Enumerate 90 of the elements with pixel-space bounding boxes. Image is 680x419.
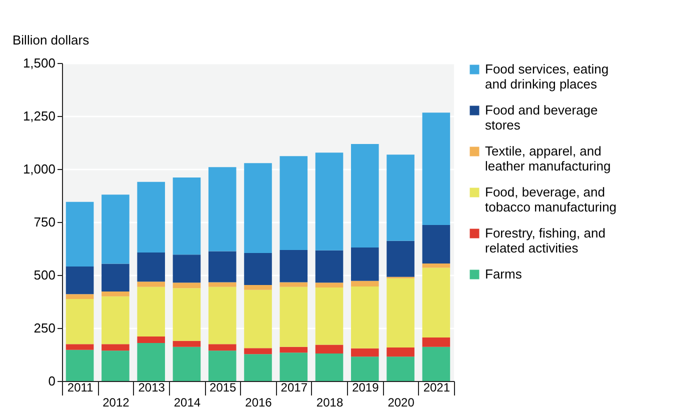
bar (422, 268, 450, 338)
x-tick-label: 2014 (174, 396, 201, 410)
bar (66, 298, 94, 344)
bar (172, 288, 201, 341)
legend-label: Food and beverage stores (485, 102, 598, 132)
bar (172, 254, 201, 283)
bar (102, 350, 130, 381)
y-tick-label: 1,500 (22, 56, 56, 70)
bar (208, 282, 236, 287)
y-axis-title: Billion dollars (12, 32, 90, 48)
bar (422, 338, 450, 347)
bar (208, 350, 236, 381)
bar (102, 264, 130, 292)
bar (386, 356, 414, 381)
bar (280, 352, 308, 381)
x-tick-label: 2019 (352, 380, 380, 394)
y-tick-label: 0 (48, 374, 56, 388)
bar (172, 340, 201, 347)
bar (172, 282, 201, 288)
bar (351, 280, 379, 286)
bar (315, 353, 344, 381)
bar (244, 354, 272, 381)
x-tick-label: 2020 (388, 396, 415, 410)
x-tick-label: 2015 (210, 380, 237, 394)
bar (280, 346, 308, 353)
bar (172, 177, 201, 255)
bar (351, 286, 379, 348)
bar (244, 163, 272, 253)
bar (386, 240, 414, 277)
bar (66, 202, 94, 267)
bar (66, 294, 94, 299)
y-tick-label: 750 (34, 214, 56, 230)
bar (351, 247, 379, 281)
x-tick-label: 2021 (423, 380, 450, 394)
bar (172, 346, 201, 381)
bar (315, 250, 344, 283)
bar (244, 290, 272, 348)
bar (280, 282, 308, 287)
x-tick-label: 2017 (280, 380, 308, 394)
bar (422, 264, 450, 268)
bar (137, 343, 165, 381)
bar (102, 296, 130, 344)
bar (351, 348, 379, 357)
bar (315, 152, 344, 250)
y-tick-label: 1,000 (22, 162, 56, 176)
y-tick-label: 250 (34, 320, 56, 336)
bar (244, 252, 272, 285)
bar (280, 286, 308, 347)
bar (315, 344, 344, 354)
bar (208, 167, 236, 252)
bar (102, 194, 130, 264)
bar (244, 284, 272, 290)
bar (137, 182, 165, 253)
bar (422, 112, 450, 225)
bar (208, 286, 236, 344)
bar (137, 282, 165, 287)
bar (66, 344, 94, 350)
x-tick-label: 2018 (316, 396, 344, 410)
legend-label: Textile, apparel, and leather manufacturing (485, 144, 611, 174)
bar (280, 250, 308, 282)
bar (386, 154, 414, 241)
bar (137, 336, 165, 344)
bar (137, 286, 165, 336)
x-tick-label: 2011 (67, 380, 94, 394)
bar (137, 252, 165, 282)
bar (280, 156, 308, 250)
bar (208, 251, 236, 282)
bar (386, 348, 414, 357)
x-tick-label: 2012 (102, 396, 130, 410)
bar (102, 292, 130, 296)
bar (351, 356, 379, 381)
bar (315, 288, 344, 345)
bar (66, 350, 94, 381)
bar (208, 344, 236, 351)
bar (422, 224, 450, 264)
bar (244, 348, 272, 354)
bar (422, 346, 450, 381)
legend-label: Farms (485, 266, 522, 282)
x-tick-label: 2016 (245, 396, 272, 410)
bar (102, 344, 130, 351)
y-tick-label: 500 (34, 268, 56, 282)
bar (315, 282, 344, 288)
legend-label: Food, beverage, and tobacco manufacturing (485, 184, 617, 214)
bar (66, 266, 94, 294)
legend-label: Food services, eating and drinking places (485, 62, 609, 92)
bar (351, 144, 379, 248)
y-tick-label: 1,250 (22, 108, 56, 124)
bar (386, 278, 414, 348)
legend-label: Forestry, fishing, and related activities (485, 226, 606, 256)
x-tick-label: 2013 (138, 380, 166, 394)
